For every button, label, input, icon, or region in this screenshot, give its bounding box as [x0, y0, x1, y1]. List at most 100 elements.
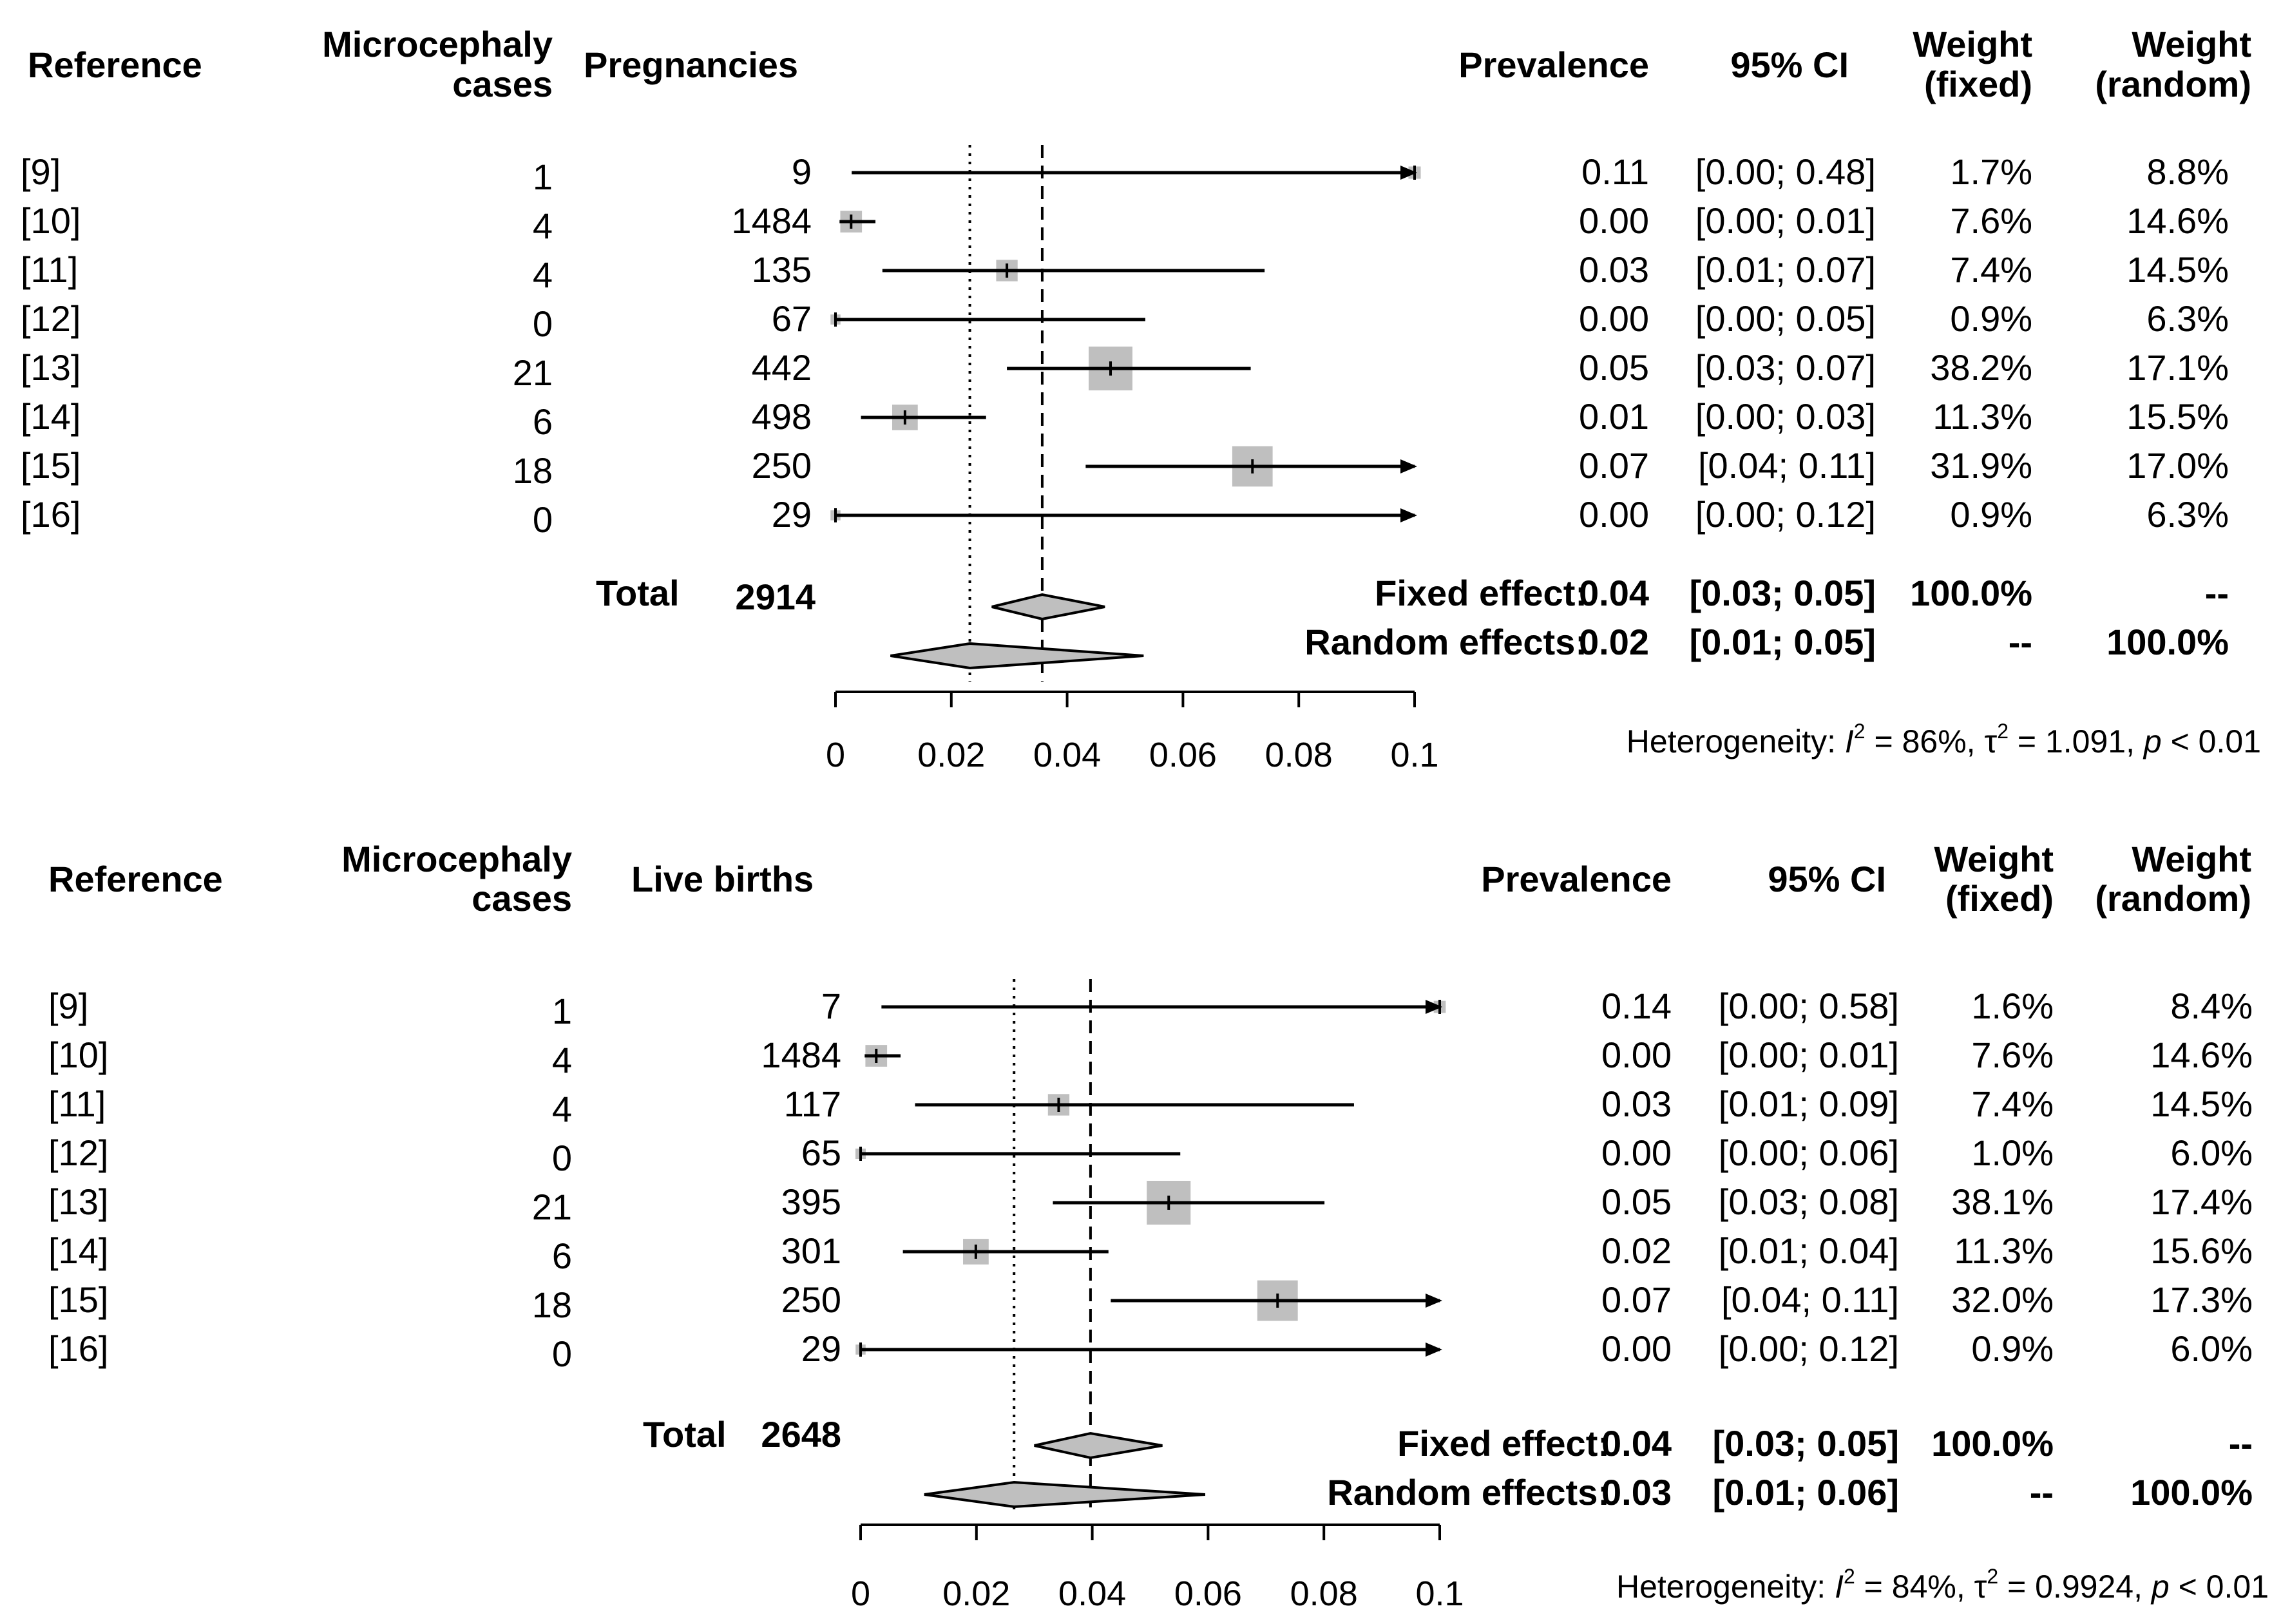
study-row: [12] 0 65 0.00 [0.00; 0.06] 1.0% 6.0%: [48, 1132, 2253, 1178]
x-axis-tick-label: 0.08: [1265, 736, 1333, 774]
study-weight-random: 14.5%: [2126, 249, 2229, 290]
random-effects-weight-random: 100.0%: [2130, 1472, 2253, 1513]
heterogeneity-text: Heterogeneity: I2 = 84%, τ2 = 0.9924, p …: [1616, 1565, 2269, 1605]
header-weight-random-line2: (random): [2095, 64, 2251, 104]
study-ci: [0.01; 0.04]: [1719, 1230, 1899, 1271]
study-total: 67: [772, 298, 812, 339]
study-prevalence: 0.00: [1579, 494, 1649, 535]
study-weight-fixed: 0.9%: [1950, 494, 2032, 535]
study-prevalence: 0.07: [1601, 1279, 1672, 1320]
total-label: Total: [596, 573, 680, 613]
study-weight-random: 17.0%: [2126, 445, 2229, 486]
random-effects-prevalence: 0.03: [1601, 1472, 1672, 1513]
random-effects-label: Random effects:: [1327, 1472, 1610, 1513]
study-ci-arrow: [1400, 166, 1417, 180]
heterogeneity-tau2-label: τ: [1984, 723, 1997, 759]
study-total: 29: [772, 494, 812, 535]
study-weight-random: 14.6%: [2126, 200, 2229, 241]
study-prevalence: 0.00: [1601, 1132, 1672, 1173]
study-weight-fixed: 7.6%: [1950, 200, 2032, 241]
random-effects-label: Random effects:: [1304, 622, 1587, 662]
study-weight-fixed: 7.6%: [1971, 1035, 2054, 1075]
study-total: 498: [752, 396, 812, 437]
study-total: 117: [784, 1084, 841, 1124]
heterogeneity-text: Heterogeneity: I2 = 86%, τ2 = 1.091, p <…: [1627, 720, 2261, 759]
study-reference: [9]: [48, 986, 88, 1026]
study-ci-arrow: [1426, 1000, 1442, 1014]
header-cases-line2: cases: [472, 878, 572, 919]
study-row: [10] 4 1484 0.00 [0.00; 0.01] 7.6% 14.6%: [48, 1035, 2253, 1080]
header-ci: 95% CI: [1768, 859, 1886, 899]
total-count: 2648: [761, 1414, 841, 1455]
study-row: [15] 18 250 0.07 [0.04; 0.11] 32.0% 17.3%: [48, 1279, 2253, 1325]
study-ci: [0.00; 0.03]: [1695, 396, 1876, 437]
fixed-effect-diamond: [1034, 1431, 1163, 1460]
study-ci: [0.04; 0.11]: [1698, 445, 1876, 486]
study-weight-random: 17.4%: [2150, 1181, 2253, 1222]
heterogeneity-i2-value: = 84%,: [1855, 1569, 1974, 1605]
study-cases: 18: [532, 1285, 572, 1325]
header-total-column: Live births: [631, 859, 814, 899]
study-weight-random: 6.0%: [2170, 1132, 2253, 1173]
study-cases: 4: [533, 254, 553, 295]
total-label: Total: [643, 1414, 727, 1455]
fixed-effect-prevalence: 0.04: [1579, 573, 1649, 613]
study-total: 301: [781, 1230, 841, 1271]
study-ci: [0.03; 0.08]: [1719, 1181, 1899, 1222]
fixed-effect-weight-fixed: 100.0%: [1910, 573, 2032, 613]
study-weight-fixed: 31.9%: [1930, 445, 2032, 486]
study-total: 395: [781, 1181, 841, 1222]
study-cases: 21: [513, 352, 553, 393]
heterogeneity-tau2-label: τ: [1974, 1569, 1987, 1605]
random-effects-weight-fixed: --: [2030, 1472, 2054, 1513]
study-cases: 6: [533, 401, 553, 442]
heterogeneity-p-label: p: [2143, 723, 2162, 759]
x-axis-tick-label: 0.04: [1058, 1574, 1126, 1613]
study-prevalence: 0.07: [1579, 445, 1649, 486]
study-weight-random: 8.8%: [2146, 151, 2229, 192]
study-ci-arrow: [1426, 1294, 1442, 1308]
study-reference: [12]: [21, 298, 81, 339]
header-weight-random-line1: Weight: [2132, 24, 2251, 64]
study-row: [16] 0 29 0.00 [0.00; 0.12] 0.9% 6.0%: [48, 1328, 2253, 1374]
x-axis-tick-label: 0.02: [917, 736, 985, 774]
heterogeneity-i2-superscript: 2: [1844, 1565, 1855, 1588]
study-weight-fixed: 0.9%: [1971, 1328, 2054, 1369]
heterogeneity-tau2-superscript: 2: [1987, 1565, 1998, 1588]
header-prevalence: Prevalence: [1458, 44, 1649, 85]
study-weight-random: 15.5%: [2126, 396, 2229, 437]
x-axis-tick-label: 0.06: [1149, 736, 1217, 774]
study-reference: [15]: [21, 445, 81, 486]
study-cases: 1: [533, 157, 553, 197]
random-effects-weight-random: 100.0%: [2106, 622, 2229, 662]
study-ci-arrow: [1426, 1342, 1442, 1357]
heterogeneity-tau2-value: = 1.091,: [2009, 723, 2144, 759]
study-prevalence: 0.03: [1579, 249, 1649, 290]
header-weight-fixed-line1: Weight: [1934, 839, 2054, 879]
heterogeneity-i2-value: = 86%,: [1866, 723, 1985, 759]
header-weight-random-line2: (random): [2095, 878, 2251, 919]
fixed-effect-weight-random: --: [2205, 573, 2229, 613]
study-total: 250: [752, 445, 812, 486]
study-total: 1484: [761, 1035, 841, 1075]
study-weight-fixed: 0.9%: [1950, 298, 2032, 339]
study-cases: 0: [552, 1138, 572, 1178]
study-weight-fixed: 1.0%: [1971, 1132, 2054, 1173]
heterogeneity-i2-label: I: [1845, 723, 1854, 759]
x-axis-tick-label: 0.1: [1415, 1574, 1464, 1613]
header-weight-fixed-line2: (fixed): [1945, 878, 2054, 919]
study-cases: 6: [552, 1236, 572, 1276]
study-reference: [11]: [21, 249, 78, 290]
study-reference: [12]: [48, 1132, 108, 1173]
fixed-effect-prevalence: 0.04: [1601, 1423, 1672, 1464]
heterogeneity-i2-label: I: [1835, 1569, 1844, 1605]
study-total: 65: [801, 1132, 841, 1173]
study-weight-fixed: 11.3%: [1933, 396, 2032, 437]
study-weight-fixed: 38.2%: [1930, 347, 2032, 388]
study-ci: [0.00; 0.58]: [1719, 986, 1899, 1026]
study-ci: [0.03; 0.07]: [1695, 347, 1876, 388]
study-prevalence: 0.05: [1601, 1181, 1672, 1222]
study-row: [15] 18 250 0.07 [0.04; 0.11] 31.9% 17.0%: [21, 445, 2229, 491]
study-reference: [14]: [21, 396, 81, 437]
